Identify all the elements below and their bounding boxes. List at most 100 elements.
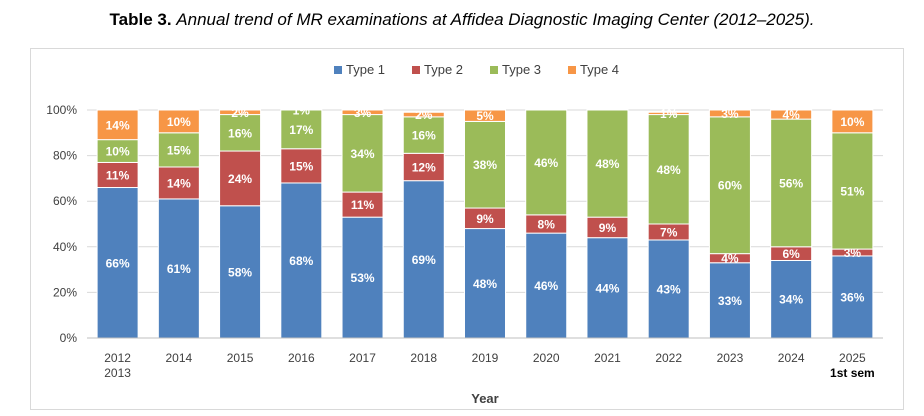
legend-swatch [334, 66, 342, 74]
bar-segment [219, 109, 262, 116]
x-tick-label: 2014 [165, 351, 192, 365]
x-tick-label: 2012 [104, 351, 131, 365]
bar-segment [464, 228, 506, 339]
legend-swatch [412, 66, 420, 74]
data-label: 66% [106, 256, 130, 270]
x-tick-label: 2025 [839, 351, 866, 365]
legend-label: Type 1 [346, 62, 385, 77]
data-label: 11% [106, 168, 130, 182]
bar-segment [770, 109, 813, 120]
data-label: 2% [231, 106, 249, 120]
bar-segment [402, 116, 445, 154]
data-label: 24% [228, 172, 252, 186]
caption-label: Table 3. [109, 10, 172, 29]
bar-segment [831, 109, 874, 134]
data-label: 14% [167, 176, 191, 190]
x-tick-label: 2024 [778, 351, 805, 365]
data-label: 36% [840, 290, 864, 304]
data-label: 46% [534, 156, 558, 170]
data-label: 15% [167, 143, 191, 157]
bar-segment [647, 239, 690, 339]
bar-segment [280, 109, 323, 150]
data-label: 58% [228, 265, 252, 279]
data-label: 48% [657, 163, 681, 177]
data-label: 11% [351, 198, 375, 212]
x-tick-label: 2022 [655, 351, 682, 365]
bar-segment [647, 111, 690, 116]
bar-segment [831, 132, 874, 250]
data-label: 38% [473, 158, 497, 172]
bar-segment [341, 216, 384, 339]
x-tick-label: 1st sem [830, 366, 875, 380]
data-label: 16% [412, 129, 436, 143]
data-label: 48% [595, 157, 619, 171]
data-label: 53% [351, 271, 375, 285]
data-label: 9% [476, 212, 494, 226]
data-label: 1% [293, 104, 311, 118]
y-tick-label: 0% [60, 331, 78, 345]
chart-caption: Table 3. Annual trend of MR examinations… [0, 10, 924, 30]
data-label: 68% [289, 254, 313, 268]
y-tick-label: 20% [53, 285, 77, 299]
bar-segment [341, 109, 384, 116]
bar-segment [586, 237, 629, 339]
bar-segment [402, 111, 445, 118]
legend-swatch [490, 66, 498, 74]
bar-segment [280, 148, 323, 184]
bar-segment [96, 161, 139, 189]
data-label: 9% [599, 221, 617, 235]
x-tick-label: 2015 [227, 351, 254, 365]
bar-segment [647, 114, 690, 225]
data-label: 4% [721, 252, 739, 266]
legend-label: Type 3 [502, 62, 541, 77]
bar-segment [525, 232, 568, 339]
data-label: 44% [595, 281, 619, 295]
data-label: 5% [476, 109, 494, 123]
data-label: 12% [412, 161, 436, 175]
bar-segment [280, 182, 323, 339]
x-tick-label: 2021 [594, 351, 621, 365]
data-label: 4% [782, 108, 800, 122]
bar-segment [219, 150, 262, 207]
bar-segment [708, 262, 751, 339]
data-label: 46% [534, 279, 558, 293]
bar-segment [341, 114, 384, 193]
x-tick-label: 2017 [349, 351, 376, 365]
bar-segment [464, 120, 506, 209]
data-label: 60% [718, 179, 742, 193]
bar-segment [831, 255, 874, 339]
data-label: 56% [779, 176, 803, 190]
data-label: 10% [167, 115, 191, 129]
x-tick-label: 2023 [717, 351, 744, 365]
caption-text: Annual trend of MR examinations at Affid… [176, 10, 815, 29]
data-label: 7% [660, 225, 678, 239]
data-label: 6% [782, 247, 800, 261]
bar-segment [157, 132, 200, 168]
x-tick-label: 2020 [533, 351, 560, 365]
data-label: 51% [840, 184, 864, 198]
data-label: 16% [228, 126, 252, 140]
bar-segment [770, 259, 813, 339]
x-tick-label: 2013 [104, 366, 131, 380]
data-label: 14% [106, 118, 130, 132]
data-label: 34% [779, 293, 803, 307]
y-tick-label: 40% [53, 240, 77, 254]
y-tick-label: 60% [53, 194, 77, 208]
data-label: 3% [721, 107, 739, 121]
data-label: 10% [840, 115, 864, 129]
data-label: 15% [289, 159, 313, 173]
y-tick-label: 80% [53, 149, 77, 163]
data-label: 2% [415, 108, 433, 122]
y-tick-label: 100% [46, 103, 77, 117]
bar-segment [525, 109, 568, 216]
x-axis-title: Year [471, 391, 498, 406]
bar-segment [341, 191, 384, 218]
bar-segment [96, 109, 139, 141]
data-label: 43% [657, 282, 681, 296]
bar-segment [770, 118, 813, 248]
data-label: 48% [473, 277, 497, 291]
data-label: 33% [718, 294, 742, 308]
x-tick-label: 2018 [410, 351, 437, 365]
data-label: 1% [660, 107, 678, 121]
data-label: 61% [167, 262, 191, 276]
